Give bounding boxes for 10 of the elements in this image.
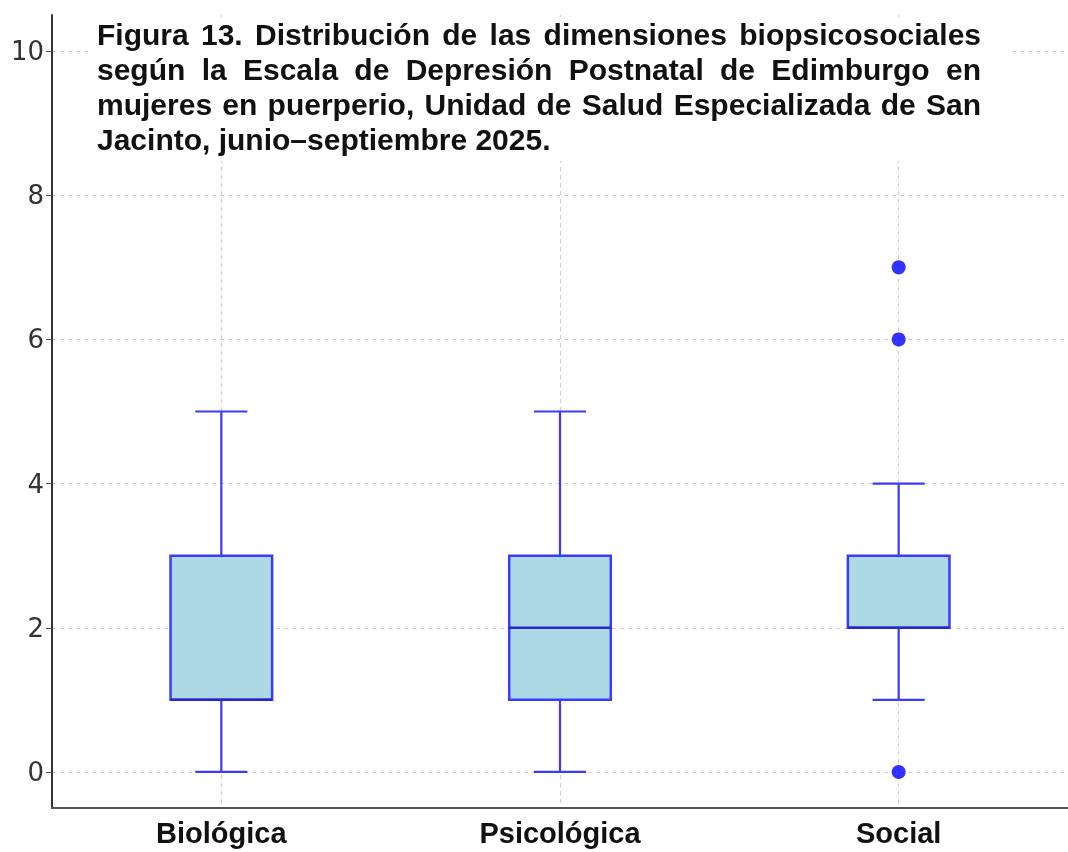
- y-tick-label: 2: [27, 612, 44, 643]
- y-tick-label: 0: [27, 756, 44, 787]
- x-tick-label: Psicológica: [479, 816, 642, 849]
- x-tick-label: Biológica: [156, 816, 288, 849]
- y-tick-label: 8: [27, 180, 44, 211]
- text: Figura 13. Distribución de las dimensiones biopsicosociales según la Escala de Depresión Postnatal de Edimburgo en mujeres en puerperio, Unidad de Salud Especializada de San Jacinto, junio–septiembre 2025.: [89, 17, 1009, 161]
- y-tick-label: 10: [10, 36, 44, 67]
- y-tick-label: 4: [27, 468, 44, 499]
- x-tick-label: Social: [855, 816, 942, 849]
- y-tick-label: 6: [27, 324, 44, 355]
